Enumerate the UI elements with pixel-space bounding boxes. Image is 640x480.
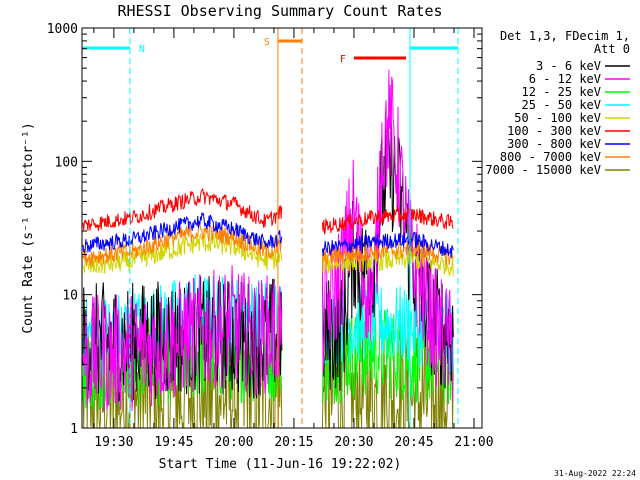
plot-frame <box>81 27 483 429</box>
y-tick-label: 100 <box>55 155 78 170</box>
legend-entry-label: 6 - 12 keV <box>529 72 601 86</box>
series-line-50-100-kev <box>82 232 454 277</box>
annotation-label-s: S <box>264 37 270 48</box>
x-tick-label: 20:00 <box>214 435 253 450</box>
y-tick-label: 1 <box>70 422 78 437</box>
legend-entry-label: 7000 - 15000 keV <box>485 163 601 177</box>
data-layer <box>82 69 454 429</box>
x-tick-label: 19:45 <box>154 435 193 450</box>
series-line-6-12-kev <box>82 69 454 412</box>
x-axis-label: Start Time (11-Jun-16 19:22:02) <box>159 457 402 472</box>
x-tick-label: 20:30 <box>334 435 373 450</box>
x-tick-label: 20:45 <box>394 435 433 450</box>
y-axis-label: Count Rate (s⁻¹ detector⁻¹) <box>21 122 36 333</box>
series-line-300-800-kev <box>82 212 454 259</box>
annotation-label-f: F <box>340 54 346 65</box>
legend-entry-label: 300 - 800 keV <box>507 137 601 151</box>
x-tick-label: 20:15 <box>274 435 313 450</box>
series-line-100-300-kev <box>82 187 454 235</box>
legend-title-line-2: Att 0 <box>594 42 630 56</box>
y-tick-label: 1000 <box>47 22 78 37</box>
chart-title: RHESSI Observing Summary Count Rates <box>117 2 442 20</box>
legend-entry-label: 50 - 100 keV <box>514 111 601 125</box>
legend-entry-label: 25 - 50 keV <box>522 98 601 112</box>
legend-entry-label: 100 - 300 keV <box>507 124 601 138</box>
legend-entry-label: 800 - 7000 keV <box>500 150 601 164</box>
x-tick-label: 21:00 <box>454 435 493 450</box>
legend-entry-label: 3 - 6 keV <box>536 59 601 73</box>
y-tick-label: 10 <box>62 289 78 304</box>
axes-layer <box>81 27 483 429</box>
x-tick-label: 19:30 <box>94 435 133 450</box>
legend-title-line-1: Det 1,3, FDecim 1, <box>500 29 630 43</box>
marker-layer: N S F <box>81 28 459 428</box>
tick-layer: 19:30 19:45 20:00 20:15 20:30 20:45 21:00 1 10 10… <box>47 22 494 450</box>
footer-timestamp: 31-Aug-2022 22:24 <box>554 469 636 478</box>
annotation-label-n: N <box>139 44 145 55</box>
legend-entry-label: 12 - 25 keV <box>522 85 601 99</box>
